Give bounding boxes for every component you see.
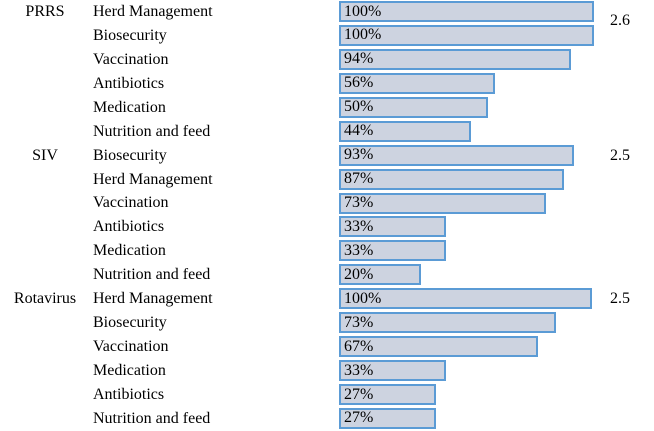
practice-label: Vaccination xyxy=(93,194,169,212)
percentage-bar: 87% xyxy=(339,168,564,190)
bar-percentage-label: 100% xyxy=(344,289,382,307)
bar-track: 94% xyxy=(339,48,594,72)
bar-percentage-label: 94% xyxy=(344,50,374,68)
chart-row: Medication 33% xyxy=(0,359,654,383)
bar-percentage-label: 93% xyxy=(344,146,374,164)
practice-label: Medication xyxy=(93,98,166,116)
chart-row: Biosecurity 73% xyxy=(0,311,654,335)
bar-percentage-label: 27% xyxy=(344,409,374,427)
practice-label: Antibiotics xyxy=(93,218,165,236)
chart-row: Antibiotics 56% xyxy=(0,72,654,96)
chart-row: Nutrition and feed 44% xyxy=(0,120,654,144)
percentage-bar: 93% xyxy=(339,144,574,166)
practice-label: Nutrition and feed xyxy=(93,122,211,140)
percentage-bar: 67% xyxy=(339,336,538,358)
bar-track: 56% xyxy=(339,72,594,96)
practice-label: Antibiotics xyxy=(93,385,165,403)
chart-row: Medication 33% xyxy=(0,239,654,263)
percentage-bar: 56% xyxy=(339,72,495,94)
practice-label: Biosecurity xyxy=(93,314,167,332)
bar-track: 33% xyxy=(339,215,594,239)
chart-row: Antibiotics 27% xyxy=(0,383,654,407)
chart-row: Medication 50% xyxy=(0,96,654,120)
bar-percentage-label: 73% xyxy=(344,313,374,331)
practice-label: Herd Management xyxy=(93,170,213,188)
chart-row: Herd Management 87% xyxy=(0,168,654,192)
practice-label: Antibiotics xyxy=(93,74,165,92)
practice-label: Vaccination xyxy=(93,50,169,68)
bar-percentage-label: 56% xyxy=(344,74,374,92)
practice-label: Vaccination xyxy=(93,338,169,356)
percentage-bar: 73% xyxy=(339,312,556,334)
practice-label: Medication xyxy=(93,362,166,380)
practice-label: Nutrition and feed xyxy=(93,266,211,284)
bar-track: 27% xyxy=(339,383,594,407)
bar-track: 20% xyxy=(339,263,594,287)
chart-row: PRRS Herd Management 100% 2.6 xyxy=(0,0,654,28)
chart-row: SIV Biosecurity 93% 2.5 xyxy=(0,144,654,168)
chart-row: Biosecurity 100% xyxy=(0,24,654,48)
percentage-bar: 27% xyxy=(339,384,436,405)
bar-track: 100% xyxy=(339,287,594,311)
bar-percentage-label: 27% xyxy=(344,385,374,403)
percentage-bar: 33% xyxy=(339,216,446,238)
bar-percentage-label: 33% xyxy=(344,361,374,379)
chart-row: Vaccination 67% xyxy=(0,335,654,359)
percentage-bar: 73% xyxy=(339,192,546,214)
bar-track: 73% xyxy=(339,192,594,216)
disease-group-label: PRRS xyxy=(25,2,65,20)
bar-track: 50% xyxy=(339,96,594,120)
bar-percentage-label: 33% xyxy=(344,241,374,259)
practice-label: Medication xyxy=(93,242,166,260)
percentage-bar: 33% xyxy=(339,240,446,262)
percentage-bar: 100% xyxy=(339,288,592,310)
chart-row: Nutrition and feed 20% xyxy=(0,263,654,287)
bar-track: 87% xyxy=(339,168,594,192)
disease-group-label: SIV xyxy=(32,146,58,164)
bar-track: 100% xyxy=(339,24,594,48)
percentage-bar: 27% xyxy=(339,407,436,429)
chart-row: Vaccination 94% xyxy=(0,48,654,72)
practice-label: Biosecurity xyxy=(93,146,167,164)
bar-track: 73% xyxy=(339,311,594,335)
bar-percentage-label: 100% xyxy=(344,26,382,44)
bar-track: 33% xyxy=(339,239,594,263)
disease-group-label: Rotavirus xyxy=(13,290,77,308)
practice-label: Herd Management xyxy=(93,2,213,20)
bar-percentage-label: 67% xyxy=(344,337,374,355)
chart-row: Nutrition and feed 27% xyxy=(0,407,654,431)
bar-track: 100% xyxy=(339,0,594,24)
bar-percentage-label: 44% xyxy=(344,122,374,140)
bar-percentage-label: 20% xyxy=(344,265,374,283)
practice-label: Nutrition and feed xyxy=(93,409,211,427)
chart-row: Vaccination 73% xyxy=(0,192,654,216)
percentage-bar: 44% xyxy=(339,120,471,142)
bar-percentage-label: 50% xyxy=(344,98,374,116)
bar-percentage-label: 73% xyxy=(344,194,374,211)
bar-track: 67% xyxy=(339,335,594,359)
percentage-bar: 20% xyxy=(339,264,421,286)
chart-row: Antibiotics 33% xyxy=(0,215,654,239)
percentage-bar: 94% xyxy=(339,48,571,70)
chart-row: Rotavirus Herd Management 100% 2.5 xyxy=(0,287,654,311)
percentage-bar: 50% xyxy=(339,96,488,118)
bar-track: 27% xyxy=(339,407,594,431)
bar-percentage-label: 87% xyxy=(344,170,374,188)
practice-label: Herd Management xyxy=(93,290,213,308)
practice-label: Biosecurity xyxy=(93,26,167,44)
percentage-bar: 33% xyxy=(339,360,446,382)
bar-track: 93% xyxy=(339,144,594,168)
bar-track: 33% xyxy=(339,359,594,383)
percentage-bar: 100% xyxy=(339,24,594,46)
group-mean-score-label: 2.6 xyxy=(610,11,630,29)
group-mean-score-label: 2.5 xyxy=(610,146,630,164)
bar-track: 44% xyxy=(339,120,594,144)
bar-percentage-label: 100% xyxy=(344,2,382,20)
percentage-bar: 100% xyxy=(339,1,594,22)
group-mean-score-label: 2.5 xyxy=(610,290,630,308)
bar-percentage-label: 33% xyxy=(344,217,374,235)
